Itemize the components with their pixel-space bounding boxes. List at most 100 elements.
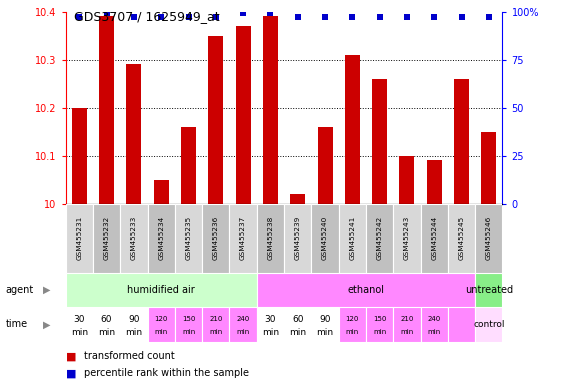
Bar	[339, 307, 366, 342]
Point	[293, 14, 302, 20]
Text: min: min	[316, 328, 333, 337]
Text: GSM455245: GSM455245	[459, 216, 465, 260]
Text: 60: 60	[292, 315, 303, 324]
Bar	[263, 17, 278, 204]
Bar	[175, 307, 202, 342]
Text: ▶: ▶	[43, 285, 50, 295]
Bar	[475, 204, 502, 273]
Bar	[345, 55, 360, 204]
Bar	[317, 127, 332, 204]
Bar	[475, 273, 502, 307]
Text: GSM455244: GSM455244	[431, 216, 437, 260]
Text: GSM455238: GSM455238	[267, 216, 274, 260]
Point	[130, 14, 139, 20]
Point	[211, 14, 220, 20]
Text: ■: ■	[66, 368, 76, 378]
Text: min: min	[262, 328, 279, 337]
Bar	[208, 36, 223, 204]
Text: min: min	[400, 329, 413, 335]
Point	[102, 10, 111, 17]
Text: time: time	[6, 319, 28, 329]
Point	[184, 14, 193, 20]
Bar	[311, 307, 339, 342]
Text: GSM455235: GSM455235	[186, 216, 191, 260]
Text: GSM455239: GSM455239	[295, 216, 301, 260]
Text: min: min	[182, 329, 195, 335]
Text: 210: 210	[209, 316, 223, 322]
Text: percentile rank within the sample: percentile rank within the sample	[84, 368, 249, 378]
Text: transformed count: transformed count	[84, 351, 175, 361]
Point	[348, 14, 357, 20]
Bar	[366, 307, 393, 342]
Bar	[448, 204, 475, 273]
Text: min: min	[428, 329, 441, 335]
Text: GSM455241: GSM455241	[349, 216, 355, 260]
Bar	[230, 307, 257, 342]
Point	[457, 14, 466, 20]
Text: humidified air: humidified air	[127, 285, 195, 295]
Text: 210: 210	[400, 316, 413, 322]
Text: min: min	[126, 328, 143, 337]
Text: control: control	[473, 320, 505, 329]
Bar	[120, 204, 147, 273]
Text: 30: 30	[265, 315, 276, 324]
Text: ▶: ▶	[43, 319, 50, 329]
Bar	[257, 307, 284, 342]
Text: 150: 150	[182, 316, 195, 322]
Bar	[366, 204, 393, 273]
Text: GSM455242: GSM455242	[377, 216, 383, 260]
Bar	[257, 204, 284, 273]
Bar	[230, 204, 257, 273]
Text: GSM455232: GSM455232	[103, 216, 110, 260]
Point	[156, 14, 166, 20]
Point	[320, 14, 329, 20]
Bar	[421, 204, 448, 273]
Bar	[448, 307, 475, 342]
Point	[266, 10, 275, 17]
Text: min: min	[155, 329, 168, 335]
Text: 90: 90	[128, 315, 140, 324]
Bar	[99, 17, 114, 204]
Text: GSM455240: GSM455240	[322, 216, 328, 260]
Text: GSM455246: GSM455246	[486, 216, 492, 260]
Bar	[290, 194, 305, 204]
Point	[429, 14, 439, 20]
Bar	[175, 204, 202, 273]
Text: GDS3707 / 1625949_at: GDS3707 / 1625949_at	[74, 10, 220, 23]
Text: 240: 240	[236, 316, 250, 322]
Text: min: min	[71, 328, 88, 337]
Text: ethanol: ethanol	[348, 285, 384, 295]
Text: untreated: untreated	[465, 285, 513, 295]
Point	[375, 14, 384, 20]
Text: 120: 120	[345, 316, 359, 322]
Bar	[475, 307, 502, 342]
Text: min: min	[289, 328, 306, 337]
Text: GSM455243: GSM455243	[404, 216, 410, 260]
Bar	[421, 307, 448, 342]
Bar	[154, 180, 168, 204]
Bar	[126, 65, 142, 204]
Text: min: min	[373, 329, 386, 335]
Bar	[147, 204, 175, 273]
Text: 120: 120	[155, 316, 168, 322]
Bar	[339, 204, 366, 273]
Bar	[147, 307, 175, 342]
Text: GSM455236: GSM455236	[213, 216, 219, 260]
Text: 240: 240	[428, 316, 441, 322]
Bar	[66, 307, 93, 342]
Bar	[202, 307, 230, 342]
Text: GSM455237: GSM455237	[240, 216, 246, 260]
Bar	[393, 307, 421, 342]
Point	[75, 14, 84, 20]
Bar	[427, 161, 442, 204]
Text: 90: 90	[319, 315, 331, 324]
Bar	[120, 307, 147, 342]
Text: min: min	[236, 329, 250, 335]
Bar	[93, 204, 120, 273]
Bar	[284, 307, 311, 342]
Bar	[257, 273, 475, 307]
Bar	[393, 204, 421, 273]
Point	[403, 14, 412, 20]
Text: min: min	[209, 329, 223, 335]
Text: ■: ■	[66, 351, 76, 361]
